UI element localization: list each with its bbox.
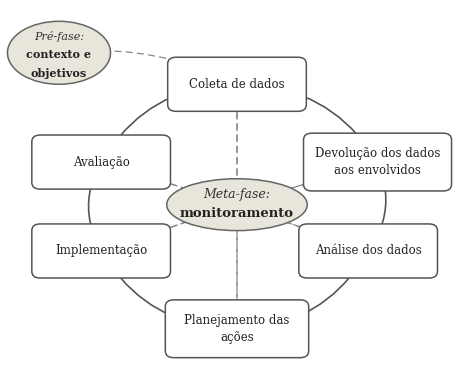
Text: Devolução dos dados
aos envolvidos: Devolução dos dados aos envolvidos (315, 147, 440, 177)
FancyArrowPatch shape (234, 224, 240, 312)
FancyBboxPatch shape (168, 57, 306, 111)
Text: Coleta de dados: Coleta de dados (189, 78, 285, 91)
FancyArrowPatch shape (254, 166, 360, 199)
FancyArrowPatch shape (376, 175, 386, 238)
FancyArrowPatch shape (234, 101, 240, 185)
FancyArrowPatch shape (254, 211, 351, 246)
FancyBboxPatch shape (165, 300, 309, 358)
FancyArrowPatch shape (234, 102, 240, 186)
FancyArrowPatch shape (118, 211, 220, 246)
Text: Análise dos dados: Análise dos dados (315, 244, 421, 258)
FancyBboxPatch shape (32, 224, 171, 278)
Text: Meta-fase:: Meta-fase: (203, 188, 271, 201)
FancyArrowPatch shape (255, 167, 362, 200)
Text: Planejamento das
ações: Planejamento das ações (184, 314, 290, 344)
FancyArrowPatch shape (117, 210, 219, 246)
FancyArrowPatch shape (251, 85, 369, 149)
Text: Implementação: Implementação (55, 244, 147, 258)
Ellipse shape (8, 21, 110, 84)
FancyBboxPatch shape (303, 133, 452, 191)
FancyArrowPatch shape (110, 264, 223, 328)
FancyArrowPatch shape (117, 167, 219, 200)
FancyArrowPatch shape (253, 263, 361, 330)
FancyBboxPatch shape (32, 135, 171, 189)
Text: objetivos: objetivos (31, 68, 87, 79)
Text: monitoramento: monitoramento (180, 208, 294, 220)
Text: Pré-fase:: Pré-fase: (34, 30, 84, 42)
FancyBboxPatch shape (299, 224, 438, 278)
FancyArrowPatch shape (234, 223, 240, 311)
Text: contexto e: contexto e (27, 49, 91, 60)
Ellipse shape (167, 179, 307, 230)
FancyArrowPatch shape (109, 82, 221, 150)
FancyArrowPatch shape (118, 167, 220, 199)
FancyArrowPatch shape (255, 211, 353, 246)
Text: Avaliação: Avaliação (73, 156, 129, 168)
FancyArrowPatch shape (81, 50, 221, 77)
FancyArrowPatch shape (89, 176, 95, 238)
